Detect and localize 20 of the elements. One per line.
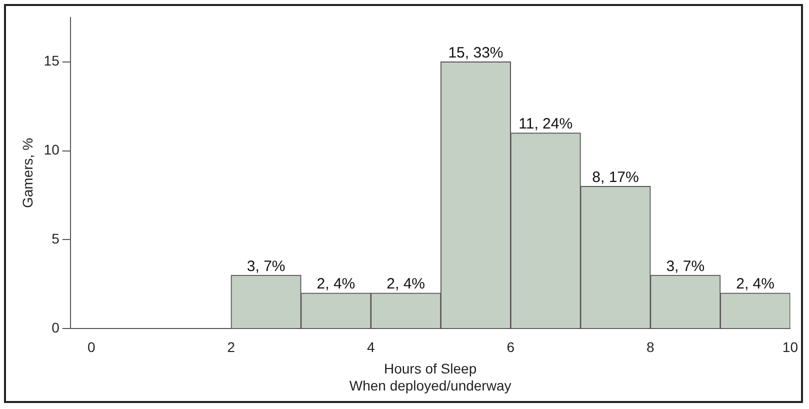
y-tick-label: 5 [52, 230, 60, 247]
data-label: 11, 24% [518, 116, 573, 133]
x-axis-title: Hours of Sleep When deployed/underway [349, 360, 512, 394]
data-label: 3, 7% [246, 258, 286, 275]
data-label: 2, 4% [316, 276, 356, 293]
y-axis-title: Gamers, % [19, 138, 36, 208]
y-tick-label: 15 [44, 52, 60, 69]
x-tick-label: 10 [782, 338, 798, 355]
x-tick-label: 8 [646, 338, 655, 355]
data-label: 2, 4% [736, 276, 774, 293]
x-tick-label: 0 [87, 338, 96, 355]
y-tick-label: 0 [52, 319, 60, 336]
data-label: 2, 4% [386, 276, 426, 293]
x-tick-label: 6 [506, 338, 515, 355]
y-tick-label: 10 [44, 142, 60, 158]
data-label: 15, 33% [448, 44, 504, 62]
data-label: 3, 7% [666, 258, 705, 275]
x-tick-label: 2 [227, 338, 236, 355]
data-label: 8, 17% [592, 168, 639, 186]
x-tick-label: 4 [366, 338, 375, 355]
